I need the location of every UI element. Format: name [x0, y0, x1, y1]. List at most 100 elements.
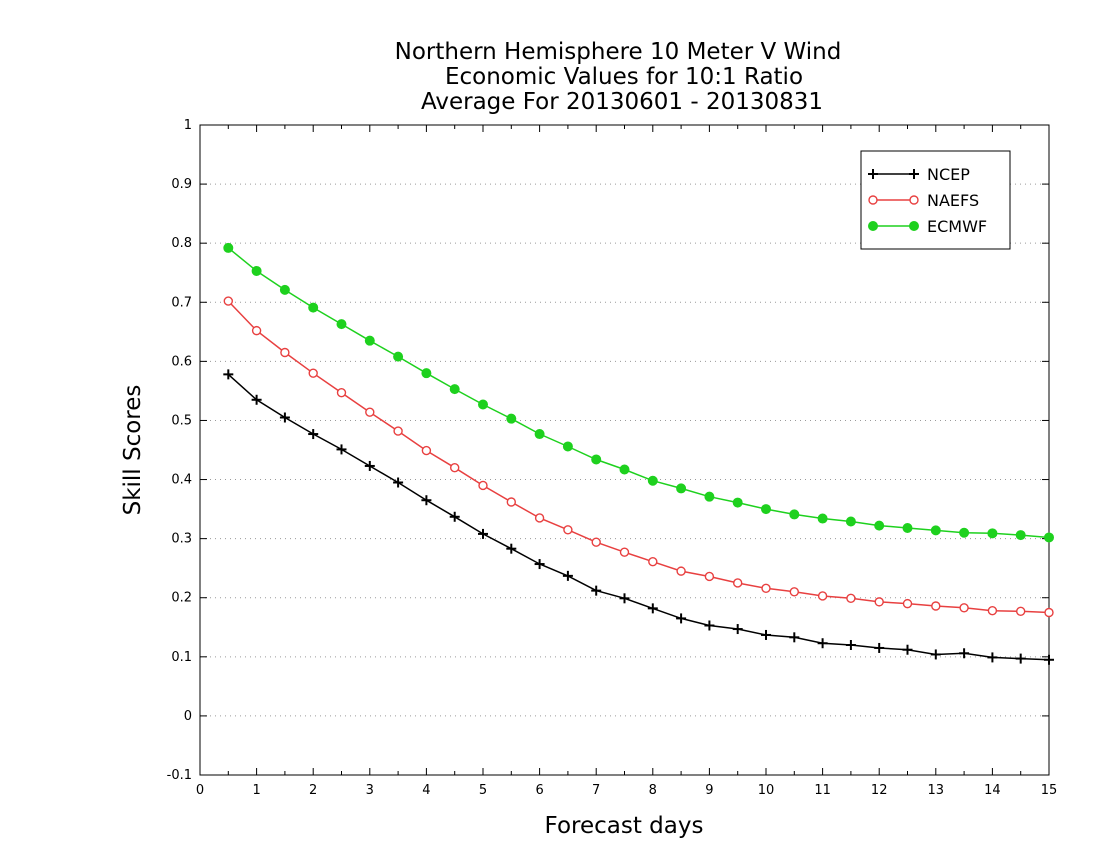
- data-point-ncep: [506, 543, 517, 554]
- data-point-naefs: [308, 368, 318, 378]
- series-ecmwf: [223, 242, 1054, 543]
- data-point-ncep: [959, 648, 970, 659]
- y-tick-label: 0.5: [171, 413, 192, 428]
- data-point-ncep: [308, 429, 319, 440]
- legend-label-ncep: NCEP: [927, 165, 970, 184]
- data-point-naefs: [1044, 607, 1054, 618]
- data-point-ecmwf: [279, 284, 290, 295]
- y-tick-label: 1: [184, 118, 192, 133]
- data-point-naefs: [421, 445, 432, 456]
- y-tick-label: 0.1: [171, 650, 192, 665]
- data-point-naefs: [280, 347, 290, 358]
- data-point-ecmwf: [619, 464, 630, 475]
- data-point-ecmwf: [732, 497, 743, 508]
- chart-title-line-3: Average For 20130601 - 20130831: [421, 89, 823, 115]
- data-point-naefs: [648, 556, 658, 567]
- data-point-naefs: [450, 463, 460, 473]
- series-line-ncep: [227, 373, 1050, 661]
- legend-box: [860, 150, 1011, 250]
- data-point-ecmwf: [478, 399, 488, 410]
- data-point-naefs: [534, 513, 545, 523]
- data-point-ecmwf: [676, 483, 687, 494]
- legend-label-ecmwf: ECMWF: [927, 217, 987, 236]
- legend-marker-right: [909, 169, 919, 179]
- data-point-naefs: [902, 598, 913, 609]
- x-axis-ticks: 0 1 2 3 4 5 6 7 8 9 10 11 12 13 14 15: [196, 125, 1057, 798]
- y-tick-label: 0.2: [171, 591, 192, 606]
- legend-item-ncep: NCEP: [868, 165, 970, 184]
- data-point-ecmwf: [421, 368, 432, 379]
- data-point-ecmwf: [789, 509, 800, 520]
- legend: NCEP NAEFS ECMWF: [860, 150, 1011, 250]
- data-point-ecmwf: [817, 513, 828, 524]
- data-point-naefs: [987, 606, 998, 616]
- data-point-ncep: [1015, 653, 1026, 664]
- data-point-ecmwf: [308, 302, 319, 313]
- y-axis-ticks: -0.1 0 0.1 0.2 0.3 0.4 0.5 0.6 0.7 0.8 0.9 1: [167, 118, 1049, 783]
- data-point-ecmwf: [1015, 530, 1026, 541]
- data-point-ecmwf: [874, 520, 885, 531]
- data-point-ncep: [421, 495, 432, 506]
- x-tick-label: 4: [422, 783, 430, 798]
- chart-title: Northern Hemisphere 10 Meter V Wind Econ…: [395, 39, 842, 115]
- data-point-naefs: [874, 597, 884, 607]
- series-line-naefs: [227, 300, 1050, 614]
- data-point-ncep: [930, 649, 941, 660]
- x-axis-label: Forecast days: [545, 813, 704, 839]
- data-point-ncep: [676, 613, 687, 624]
- data-point-ncep: [478, 528, 488, 539]
- data-point-ncep: [619, 593, 630, 604]
- y-tick-label: 0.4: [171, 473, 192, 488]
- legend-marker-left: [868, 195, 878, 205]
- legend-marker-left: [868, 221, 878, 231]
- data-point-naefs: [365, 407, 375, 417]
- data-point-naefs: [336, 387, 347, 398]
- data-point-ecmwf: [534, 429, 545, 440]
- x-tick-label: 11: [814, 783, 831, 798]
- x-tick-label: 15: [1041, 783, 1058, 798]
- data-point-ncep: [336, 444, 347, 455]
- x-tick-label: 0: [196, 783, 204, 798]
- x-tick-label: 6: [535, 783, 543, 798]
- y-tick-label: 0.6: [171, 354, 192, 369]
- data-point-ncep: [534, 559, 545, 570]
- chart-title-line-1: Northern Hemisphere 10 Meter V Wind: [395, 39, 842, 65]
- x-tick-label: 13: [928, 783, 945, 798]
- data-point-ncep: [987, 652, 998, 663]
- data-point-ncep: [761, 629, 771, 640]
- data-point-naefs: [591, 537, 601, 547]
- x-tick-label: 12: [871, 783, 888, 798]
- data-point-ecmwf: [930, 525, 941, 536]
- data-point-naefs: [733, 578, 743, 588]
- data-point-ncep: [647, 603, 658, 614]
- legend-marker-left: [868, 169, 878, 179]
- data-point-ncep: [874, 642, 885, 653]
- data-point-ncep: [789, 632, 800, 643]
- data-point-ecmwf: [959, 527, 970, 538]
- gridlines: [200, 183, 1049, 717]
- data-point-ncep: [902, 644, 913, 655]
- x-tick-label: 3: [366, 783, 374, 798]
- data-point-ncep: [704, 620, 715, 631]
- data-point-naefs: [931, 601, 941, 611]
- data-point-ncep: [279, 412, 290, 423]
- data-point-naefs: [761, 583, 771, 593]
- data-point-ncep: [393, 477, 404, 488]
- data-series: [223, 242, 1054, 665]
- y-tick-label: 0.7: [171, 295, 192, 310]
- data-point-naefs: [789, 587, 799, 597]
- data-point-naefs: [959, 603, 969, 613]
- data-point-ecmwf: [845, 516, 856, 527]
- series-line-ecmwf: [227, 247, 1050, 539]
- x-tick-label: 2: [309, 783, 317, 798]
- data-point-naefs: [619, 547, 630, 557]
- data-point-naefs: [563, 525, 573, 535]
- y-axis-label: Skill Scores: [120, 385, 146, 516]
- data-point-ncep: [845, 640, 856, 650]
- x-tick-label: 8: [649, 783, 657, 798]
- data-point-ncep: [449, 511, 460, 522]
- data-point-ncep: [817, 638, 828, 649]
- data-point-ecmwf: [1044, 532, 1054, 543]
- y-tick-label: 0.9: [171, 177, 192, 192]
- data-point-ecmwf: [591, 454, 602, 465]
